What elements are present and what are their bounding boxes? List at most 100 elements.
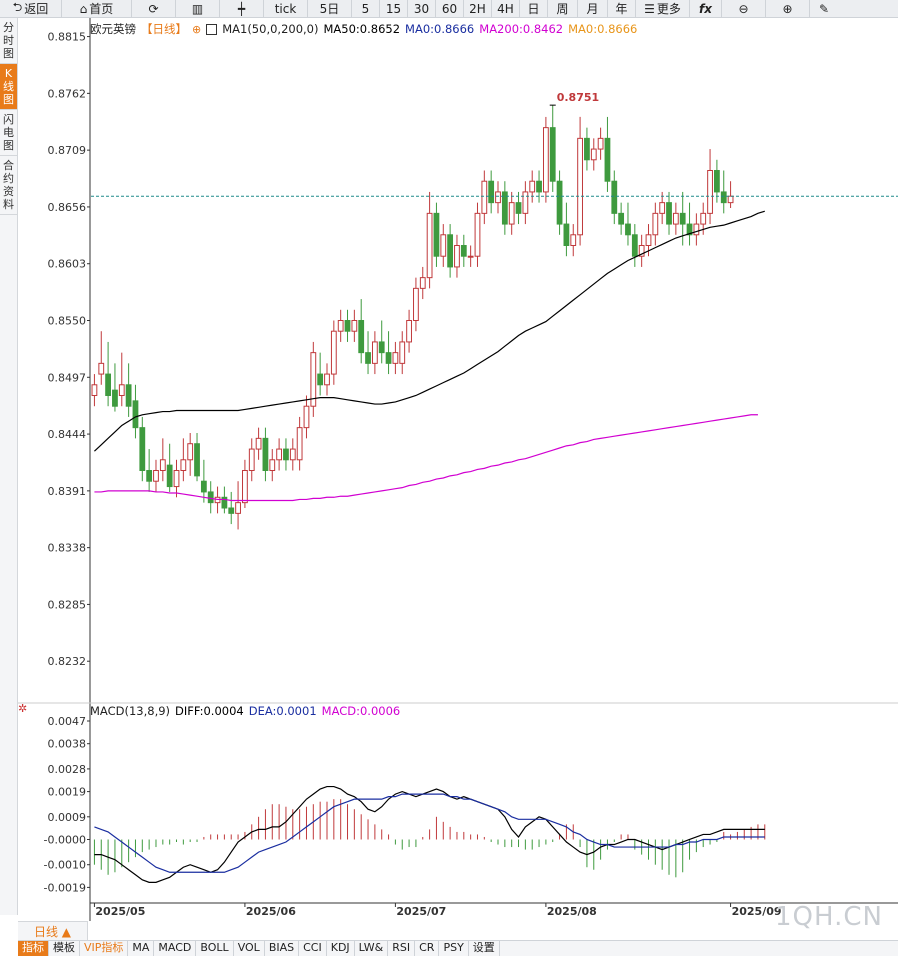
- candle-body: [659, 202, 666, 214]
- candle-body: [542, 127, 549, 193]
- macd-legend: MACD(13,8,9) DIFF:0.0004 DEA:0.0001 MACD…: [90, 704, 400, 718]
- indicator-tab-psy[interactable]: PSY: [439, 941, 469, 956]
- macd-config[interactable]: MACD(13,8,9): [90, 704, 171, 718]
- macd-value: MACD:0.0006: [321, 704, 401, 718]
- ma-config-icon[interactable]: [206, 23, 218, 35]
- formula-button[interactable]: fx: [690, 0, 722, 17]
- back-arrow-icon: ⮌: [12, 0, 23, 14]
- candle-body: [337, 320, 344, 332]
- period-15[interactable]: 15: [380, 0, 408, 17]
- refresh-button[interactable]: ⟳: [132, 0, 176, 17]
- period-5日[interactable]: 5日: [308, 0, 352, 17]
- candle-body: [440, 234, 447, 257]
- price-tick-label: 0.8550: [48, 315, 87, 328]
- period-4H[interactable]: 4H: [492, 0, 520, 17]
- symbol-name: 欧元英镑: [90, 22, 136, 36]
- candle-body: [625, 223, 631, 236]
- candle-body: [125, 384, 132, 407]
- indicator-tab-kdj[interactable]: KDJ: [327, 941, 355, 956]
- period-5[interactable]: 5: [352, 0, 380, 17]
- home-button[interactable]: ⌂ 首页: [62, 0, 132, 17]
- candle-body: [597, 137, 604, 150]
- sidebar-tab-0[interactable]: 分时图: [0, 18, 17, 64]
- candle-body: [248, 448, 255, 472]
- zoom-in-button[interactable]: ⊕: [766, 0, 810, 17]
- period-60[interactable]: 60: [436, 0, 464, 17]
- indicator-tab-vol[interactable]: VOL: [234, 941, 265, 956]
- indicator-tab-rsi[interactable]: RSI: [388, 941, 416, 956]
- sidebar-tab-2[interactable]: 闪电图: [0, 110, 17, 156]
- candle-body: [399, 341, 406, 364]
- tick-button[interactable]: tick: [264, 0, 308, 17]
- ma0-value-a: MA0:0.8666: [405, 22, 475, 36]
- diff-line: [94, 785, 765, 883]
- candle-body: [392, 352, 399, 364]
- candle-body: [105, 373, 111, 397]
- ma50-line: [94, 210, 765, 452]
- home-icon: ⌂: [79, 1, 88, 16]
- indicator-tab-vip指标[interactable]: VIP指标: [80, 941, 129, 956]
- candle-body: [419, 277, 426, 289]
- indicator-tab-cci[interactable]: CCI: [299, 941, 327, 956]
- candle-body: [556, 180, 563, 225]
- date-tick-label: 2025/06: [246, 905, 296, 918]
- more-button[interactable]: ☰ 更多: [636, 0, 690, 17]
- zoom-out-button[interactable]: ⊖: [722, 0, 766, 17]
- indicator-tab-macd[interactable]: MACD: [154, 941, 197, 956]
- main-legend: 欧元英镑 【日线】 ⊕ MA1(50,0,200,0) MA50:0.8652 …: [90, 21, 637, 37]
- candle-body: [700, 212, 707, 225]
- candle-body: [522, 191, 529, 214]
- settings-gear-icon[interactable]: ✲: [18, 702, 28, 715]
- candle-body: [310, 352, 317, 407]
- candle-body: [255, 437, 262, 450]
- macd-tick-label: 0.0047: [48, 715, 87, 728]
- macd-tick-label: 0.0028: [48, 763, 87, 776]
- candle-body: [495, 191, 501, 204]
- candle-style-button[interactable]: ┿: [220, 0, 264, 17]
- indicator-tab-指标[interactable]: 指标: [18, 941, 49, 956]
- watermark: 1QH.CN: [775, 902, 883, 932]
- candle-body: [406, 320, 412, 343]
- candle-body: [638, 245, 645, 257]
- candle-body: [508, 202, 515, 225]
- back-button[interactable]: ⮌ 返回: [0, 0, 62, 17]
- period-日[interactable]: 日: [520, 0, 548, 17]
- period-月[interactable]: 月: [578, 0, 608, 17]
- period-selector-button[interactable]: 日线 ▲: [18, 921, 88, 940]
- candle-body: [426, 212, 433, 279]
- period-30[interactable]: 30: [408, 0, 436, 17]
- candlestick-icon: ┿: [237, 1, 246, 16]
- candle-body: [139, 427, 146, 471]
- candle-body: [433, 212, 440, 257]
- indicator-tab-lw&[interactable]: LW&: [355, 941, 389, 956]
- sidebar-tab-3[interactable]: 合约资料: [0, 156, 17, 215]
- candle-body: [378, 341, 385, 354]
- period-年[interactable]: 年: [608, 0, 636, 17]
- kline-chart-button[interactable]: ▥: [176, 0, 220, 17]
- indicator-tab-boll[interactable]: BOLL: [196, 941, 234, 956]
- target-icon[interactable]: ⊕: [192, 22, 202, 36]
- ma-config[interactable]: MA1(50,0,200,0): [222, 22, 319, 36]
- indicator-tab-ma[interactable]: MA: [128, 941, 155, 956]
- price-tick-label: 0.8497: [48, 371, 87, 384]
- candle-body: [570, 234, 577, 247]
- top-toolbar: ⮌ 返回 ⌂ 首页 ⟳ ▥ ┿ tick 5日 5 15 30 60 2H 4H 日周月年 ☰ 更多…: [0, 0, 898, 18]
- price-tick-label: 0.8762: [48, 87, 87, 100]
- draw-button[interactable]: ✎: [810, 0, 838, 17]
- zoom-out-icon: ⊖: [738, 1, 749, 16]
- indicator-tab-cr[interactable]: CR: [415, 941, 440, 956]
- macd-tick-label: 0.0009: [48, 811, 87, 824]
- indicator-tab-bias[interactable]: BIAS: [265, 941, 300, 956]
- candle-body: [242, 470, 248, 504]
- candle-body: [714, 170, 720, 193]
- period-周[interactable]: 周: [548, 0, 578, 17]
- candle-body: [679, 212, 686, 225]
- period-2H[interactable]: 2H: [464, 0, 492, 17]
- bar-chart-icon: ▥: [191, 1, 204, 16]
- indicator-tab-设置[interactable]: 设置: [469, 941, 500, 956]
- candle-body: [303, 405, 310, 429]
- indicator-tab-模板[interactable]: 模板: [49, 941, 80, 956]
- chart-canvas[interactable]: 0.8815 0.8762 0.8709 0.8656 0.8603 0.8550 0.84…: [18, 18, 898, 921]
